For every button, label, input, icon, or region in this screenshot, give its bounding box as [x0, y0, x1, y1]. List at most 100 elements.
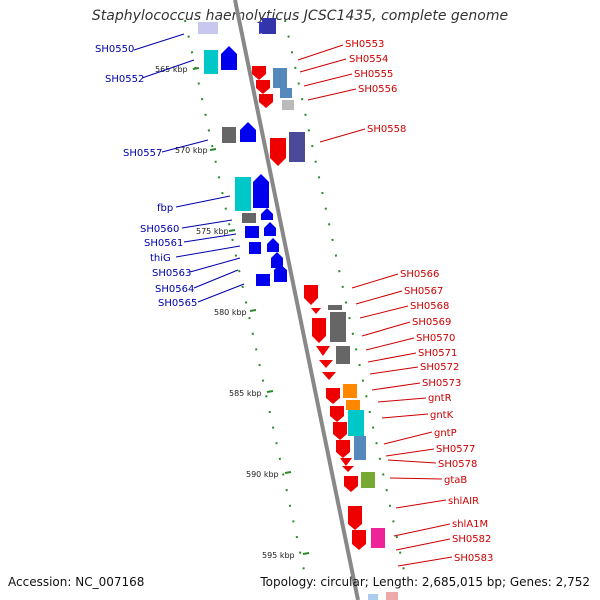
gene-arrow	[330, 406, 344, 422]
gene-block	[371, 528, 385, 548]
ruler-tick	[228, 229, 236, 232]
gene-block	[280, 88, 292, 98]
gene-arrow	[342, 466, 354, 472]
gene-block	[262, 18, 276, 34]
ruler-label: 565 kbp	[155, 65, 188, 74]
chromosome-track	[233, 0, 360, 600]
gene-block	[249, 242, 261, 254]
gene-label: SH0558	[367, 124, 406, 135]
gene-arrow	[221, 46, 237, 70]
gene-label: SH0573	[422, 378, 461, 389]
gene-block	[348, 410, 364, 436]
gene-block	[204, 50, 218, 74]
gene-label: gntK	[430, 410, 454, 421]
gene-block	[336, 346, 350, 364]
ruler-tick	[209, 148, 217, 151]
gene-arrow	[344, 476, 358, 492]
gene-label: gtaB	[444, 475, 467, 486]
gene-label: SH0556	[358, 84, 397, 95]
right-leaders	[297, 44, 453, 567]
gene-block	[242, 213, 256, 223]
gene-block	[386, 592, 398, 600]
gene-label: SH0563	[152, 268, 191, 279]
gene-block	[368, 594, 378, 600]
ruler-label: 595 kbp	[262, 551, 295, 560]
gene-arrow	[312, 318, 326, 343]
gene-label: thiG	[150, 253, 171, 264]
gene-label: shlAIR	[448, 496, 479, 507]
gene-label: SH0565	[158, 298, 197, 309]
gene-arrow	[319, 360, 333, 368]
gene-block	[328, 305, 342, 310]
gene-label: SH0560	[140, 224, 179, 235]
gene-label: SH0557	[123, 148, 162, 159]
ruler-tick	[192, 67, 200, 70]
gene-arrow	[253, 174, 269, 208]
ruler-label: 580 kbp	[214, 308, 247, 317]
gene-label: SH0554	[349, 54, 388, 65]
gene-label: SH0582	[452, 534, 491, 545]
ruler-tick	[249, 309, 257, 312]
gene-arrow	[322, 372, 336, 380]
ruler-label: 585 kbp	[229, 389, 262, 398]
gene-arrow	[264, 222, 276, 236]
gene-arrow	[261, 208, 273, 220]
gene-arrow	[304, 285, 318, 305]
gene-block	[245, 226, 259, 238]
gene-label: SH0569	[412, 317, 451, 328]
gene-label: gntP	[434, 428, 457, 439]
gene-label: SH0555	[354, 69, 393, 80]
gene-label: shlA1M	[452, 519, 488, 530]
gene-label: SH0583	[454, 553, 493, 564]
gene-label: SH0568	[410, 301, 449, 312]
gene-block	[289, 132, 305, 162]
gene-label: SH0577	[436, 444, 475, 455]
gene-arrow	[336, 440, 350, 458]
right-strand-genes	[252, 18, 398, 600]
left-gene-labels: SH0550 SH0552 SH0557 fbp SH0560 SH0561 t…	[95, 44, 197, 309]
gene-arrow	[270, 138, 286, 166]
accession-text: Accession: NC_007168	[8, 575, 145, 589]
ruler-tick	[266, 390, 274, 393]
gene-block	[235, 177, 251, 211]
gene-arrow	[352, 530, 366, 550]
gene-label: SH0564	[155, 284, 194, 295]
gene-block	[330, 312, 346, 342]
gene-block	[198, 22, 218, 34]
ruler-tick	[284, 471, 292, 474]
gene-arrow	[259, 94, 273, 108]
left-leaders	[133, 33, 245, 303]
ruler-label: 575 kbp	[196, 227, 229, 236]
gene-block	[282, 100, 294, 110]
gene-label: SH0552	[105, 74, 144, 85]
gene-label: SH0570	[416, 333, 455, 344]
gene-label: SH0550	[95, 44, 134, 55]
gene-label: gntR	[428, 393, 452, 404]
gene-arrow	[240, 122, 256, 142]
ruler-label: 570 kbp	[175, 146, 208, 155]
gene-block	[343, 384, 357, 398]
gene-block	[273, 68, 287, 88]
map-title: Staphylococcus haemolyticus JCSC1435, co…	[91, 8, 509, 24]
gene-arrow	[316, 346, 330, 356]
gene-label: SH0553	[345, 39, 384, 50]
gene-label: SH0567	[404, 286, 443, 297]
right-gene-labels: SH0553 SH0554 SH0555 SH0556 SH0558 SH056…	[345, 39, 493, 564]
gene-arrow	[340, 458, 352, 466]
gene-arrow	[252, 66, 266, 80]
gene-arrow	[326, 388, 340, 404]
gene-label: SH0571	[418, 348, 457, 359]
gene-arrow	[348, 506, 362, 530]
gene-label: fbp	[157, 203, 173, 214]
gene-arrow	[333, 422, 347, 440]
gene-arrow	[267, 238, 279, 252]
topology-text: Topology: circular; Length: 2,685,015 bp…	[260, 575, 590, 589]
ruler-label: 590 kbp	[246, 470, 279, 479]
gene-arrow	[311, 308, 321, 314]
gene-label: SH0572	[420, 362, 459, 373]
gene-block	[361, 472, 375, 488]
gene-label: SH0566	[400, 269, 439, 280]
gene-label: SH0561	[144, 238, 183, 249]
ruler: 565 kbp 570 kbp 575 kbp 580 kbp 585 kbp …	[155, 65, 310, 560]
